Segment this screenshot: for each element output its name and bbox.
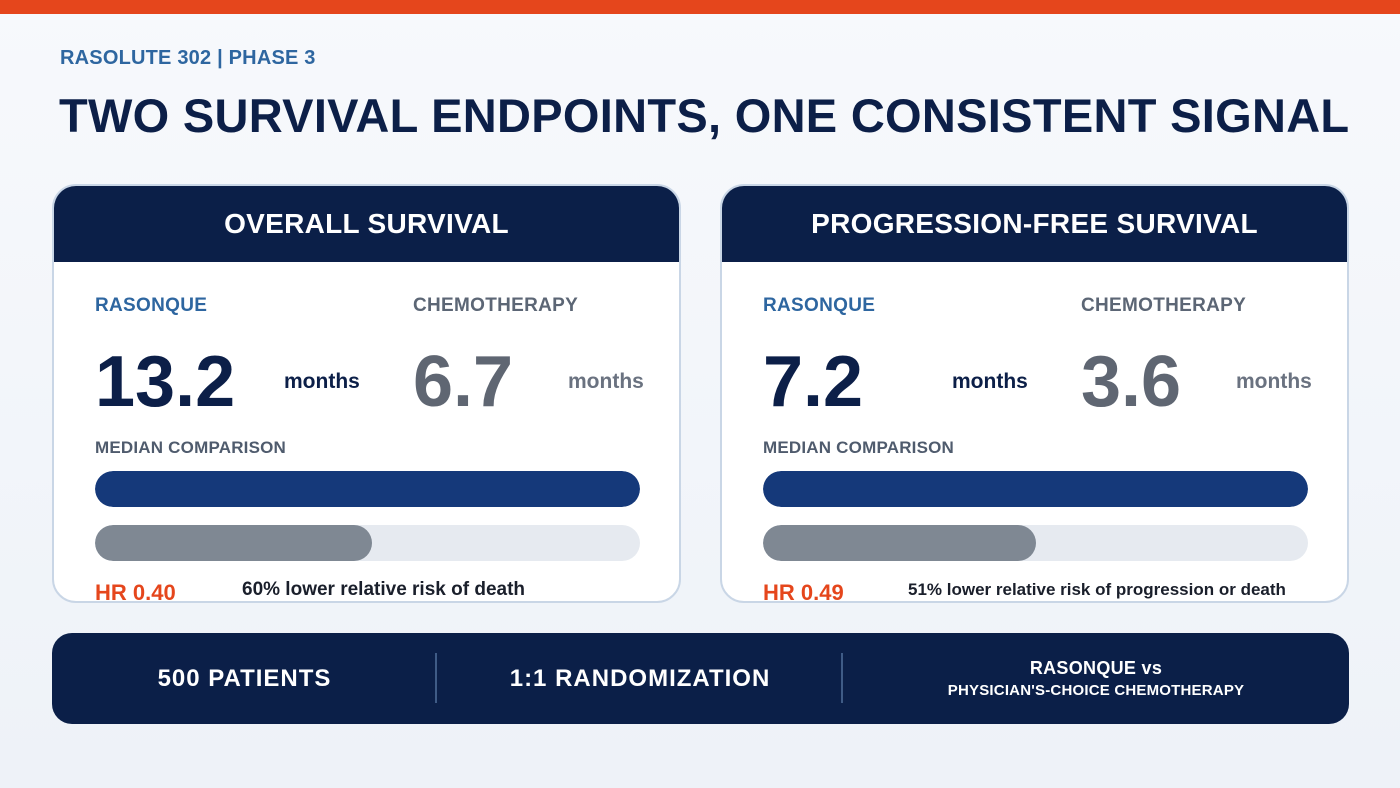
pfs-treatment-label: RASONQUE: [763, 295, 876, 316]
patients-cell: 500 PATIENTS: [52, 633, 437, 724]
os-control-unit: months: [568, 370, 644, 393]
os-hazard-ratio: HR 0.40: [95, 580, 176, 603]
os-treatment-label: RASONQUE: [95, 295, 208, 316]
os-treatment-bar-track: [95, 471, 640, 507]
randomization-ratio: 1:1 RANDOMIZATION: [509, 664, 771, 692]
os-card-title: OVERALL SURVIVAL: [54, 186, 679, 262]
pfs-treatment-value: 7.2: [763, 342, 864, 422]
pfs-treatment-bar-track: [763, 471, 1308, 507]
pfs-control-label: CHEMOTHERAPY: [1081, 295, 1247, 316]
pfs-treatment-bar: [763, 471, 1308, 507]
footer-divider: [435, 653, 437, 703]
pfs-control-value: 3.6: [1081, 342, 1182, 422]
patients-count: 500 PATIENTS: [157, 664, 332, 692]
os-risk-note: 60% lower relative risk of death: [242, 579, 526, 600]
os-control-bar-track: [95, 525, 640, 561]
page-title: TWO SURVIVAL ENDPOINTS, ONE CONSISTENT S…: [59, 89, 1350, 142]
pfs-treatment-unit: months: [952, 370, 1028, 393]
os-treatment-value: 13.2: [95, 342, 236, 422]
pfs-control-bar: [763, 525, 1036, 561]
pfs-control-bar-track: [763, 525, 1308, 561]
trial-eyebrow: RASOLUTE 302 | PHASE 3: [60, 47, 316, 69]
overall-survival-card: OVERALL SURVIVAL RASONQUE CHEMOTHERAPY 1…: [52, 184, 681, 603]
os-section-label: MEDIAN COMPARISON: [95, 438, 287, 457]
os-control-value: 6.7: [413, 342, 514, 422]
os-control-label: CHEMOTHERAPY: [413, 295, 579, 316]
study-summary-bar: 500 PATIENTS 1:1 RANDOMIZATION RASONQUE …: [52, 633, 1349, 724]
comparison-cell: RASONQUE vs PHYSICIAN'S-CHOICE CHEMOTHER…: [843, 633, 1349, 724]
comparison-line-1: RASONQUE vs: [1029, 658, 1163, 678]
progression-free-survival-card: PROGRESSION-FREE SURVIVAL RASONQUE CHEMO…: [720, 184, 1349, 603]
footer-divider: [841, 653, 843, 703]
pfs-hazard-ratio: HR 0.49: [763, 580, 844, 603]
os-treatment-bar: [95, 471, 640, 507]
os-treatment-unit: months: [284, 370, 360, 393]
pfs-section-label: MEDIAN COMPARISON: [763, 438, 955, 457]
pfs-control-unit: months: [1236, 370, 1312, 393]
randomization-cell: 1:1 RANDOMIZATION: [437, 633, 843, 724]
comparison-line-2: PHYSICIAN'S-CHOICE CHEMOTHERAPY: [947, 682, 1245, 699]
pfs-card-title: PROGRESSION-FREE SURVIVAL: [722, 186, 1347, 262]
os-control-bar: [95, 525, 372, 561]
pfs-risk-note: 51% lower relative risk of progression o…: [908, 580, 1286, 599]
top-accent-bar: [0, 0, 1400, 14]
